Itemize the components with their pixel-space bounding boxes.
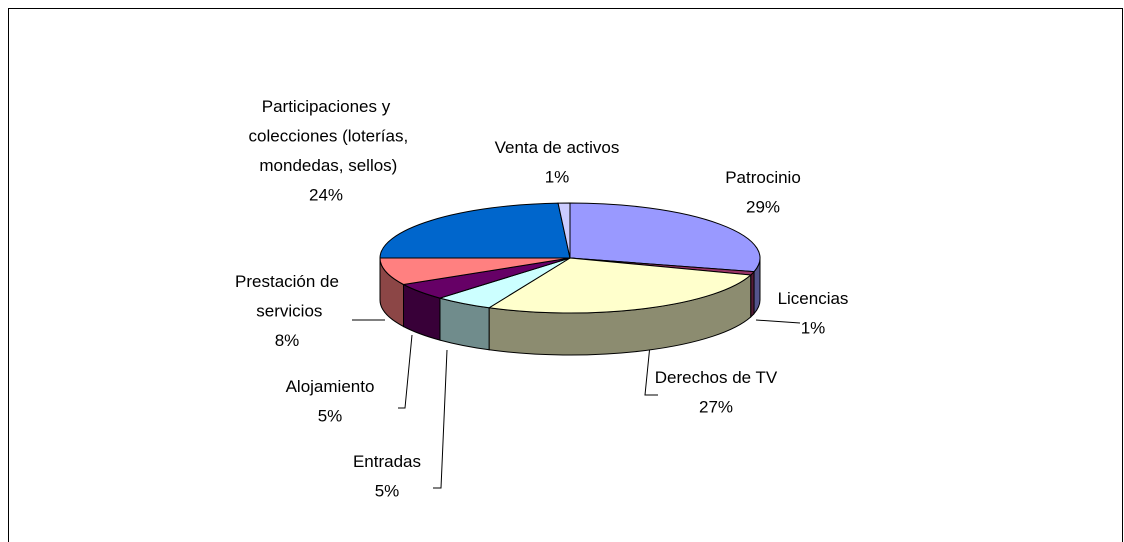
value-label: 27% [699,398,733,417]
slice-label-line: servicios [252,302,323,321]
slice [569,202,761,273]
slice-label-line: mondedas, sellos) [255,156,398,175]
slice-label: Alojamiento [286,377,375,396]
value-label: 24% [309,186,343,205]
value-label: 8% [275,331,300,350]
value-label: 29% [746,198,780,217]
leader-line [433,349,448,489]
slice-label-line: Participaciones y [262,97,391,116]
slice-label-line: colecciones (loterías, [244,127,408,146]
value-label: 5% [375,482,400,501]
leader-line [755,319,801,324]
slice-label: Prestación de servicios [235,272,339,321]
leader-line [644,344,658,396]
slice [557,202,571,259]
value-label: 1% [801,319,826,338]
slice-label-line: Venta de activos [495,138,620,157]
slice [379,202,571,259]
slice-label: Patrocinio [725,168,801,187]
slice-label: Licencias [778,289,849,308]
slice-label-line: Patrocinio [725,168,801,187]
slice-label-line: Prestación de [235,272,339,291]
slice-label: Participaciones y colecciones (loterías,… [244,97,408,175]
value-label: 5% [318,407,343,426]
leader-line [398,334,413,409]
slice-label: Venta de activos [495,138,620,157]
leader-lines [352,319,801,489]
slice-label: Derechos de TV [655,368,778,387]
value-label: 1% [545,168,570,187]
slice-label-line: Alojamiento [286,377,375,396]
slice-label-line: Licencias [778,289,849,308]
slice-label-line: Derechos de TV [655,368,778,387]
slice [379,257,571,286]
slice [487,257,752,314]
slice-label-line: Entradas [353,452,421,471]
slice-label: Entradas [353,452,421,471]
